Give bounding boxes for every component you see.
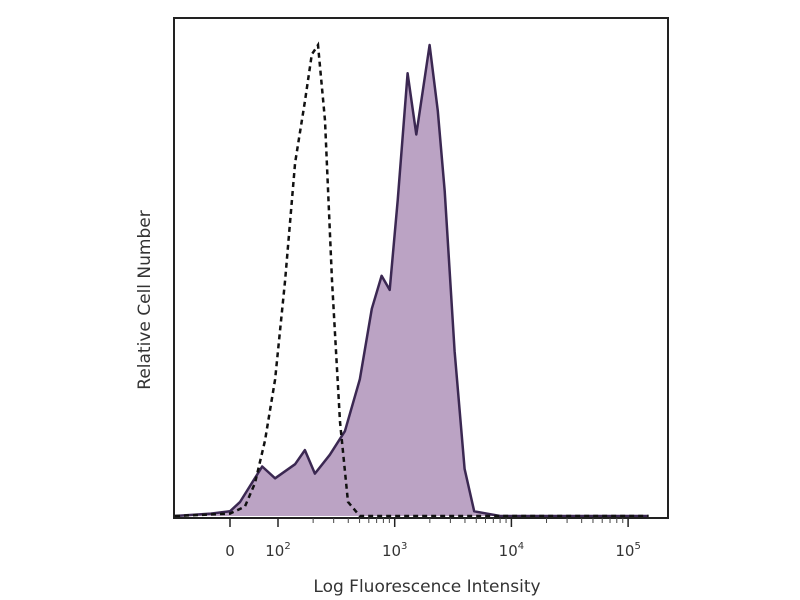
control-sample-dashed-line	[174, 41, 649, 518]
stained-sample-line	[174, 43, 649, 518]
x-tick-label: 102	[265, 541, 290, 560]
stained-sample-fill	[175, 45, 649, 516]
x-axis-label: Log Fluorescence Intensity	[313, 577, 540, 597]
x-tick-label: 0	[225, 542, 235, 560]
x-tick-label: 105	[615, 541, 640, 560]
x-tick-label: 103	[382, 541, 407, 560]
y-axis-label: Relative Cell Number	[135, 210, 155, 389]
x-tick-label: 104	[499, 541, 524, 560]
plot-frame	[173, 17, 669, 519]
